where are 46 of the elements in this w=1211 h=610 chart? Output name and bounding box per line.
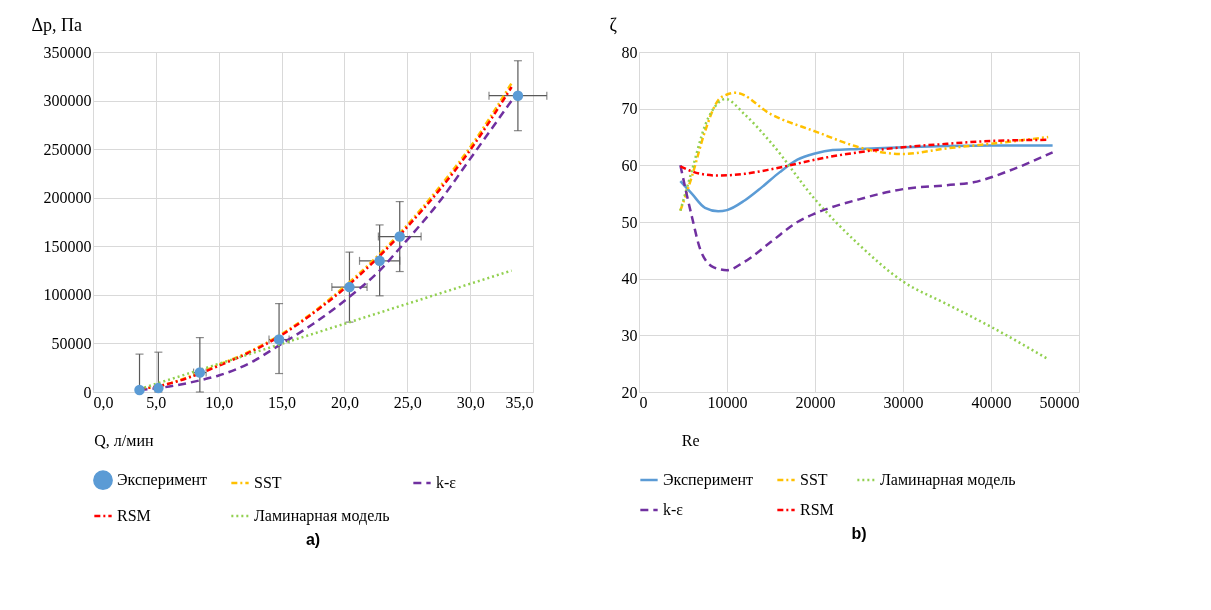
- text: b): [851, 525, 867, 542]
- line-series: [679, 91, 1050, 212]
- legend-label: SST: [800, 471, 828, 488]
- legend-label: SST: [254, 474, 282, 491]
- y-tick-label: 150000: [43, 237, 92, 255]
- y-axis-title: Δp, Па: [31, 14, 83, 35]
- x-axis-title: Re: [681, 431, 700, 449]
- y-tick-label: 350000: [43, 43, 92, 61]
- legend-label: Эксперимент: [117, 471, 208, 490]
- y-tick-label: 70: [621, 100, 638, 118]
- legend-label: Ламинарная модель: [880, 471, 1016, 489]
- line-series: [679, 97, 1050, 361]
- legend-label: k-ε: [436, 474, 457, 491]
- line-series: [679, 151, 1054, 272]
- x-tick-label: 0,0: [93, 393, 114, 411]
- y-tick-label: 20: [621, 383, 638, 401]
- legend-label: k-ε: [663, 501, 684, 518]
- legend-label: Эксперимент: [663, 471, 754, 489]
- x-tick-label: 10000: [707, 393, 748, 411]
- y-tick-label: 80: [621, 43, 638, 61]
- y-tick-label: 50: [621, 213, 638, 231]
- x-axis-title: Q, л/мин: [94, 431, 154, 449]
- y-tick-label: 60: [621, 156, 638, 174]
- text: a): [305, 531, 321, 548]
- x-tick-label: 50000: [1039, 393, 1080, 411]
- x-tick-label: 10,0: [205, 393, 234, 411]
- y-axis-title: ζ: [609, 14, 618, 35]
- x-tick-label: 20000: [795, 393, 836, 411]
- y-tick-label: 200000: [43, 189, 92, 207]
- x-tick-label: 30000: [883, 393, 924, 411]
- legend-label: Ламинарная модель: [254, 507, 390, 525]
- y-tick-label: 100000: [43, 286, 92, 304]
- y-tick-label: 30: [621, 326, 638, 344]
- x-tick-label: 30,0: [456, 393, 485, 411]
- x-tick-label: 40000: [971, 393, 1012, 411]
- x-tick-label: 15,0: [268, 393, 297, 411]
- x-tick-label: 35,0: [505, 393, 534, 411]
- x-tick-label: 5,0: [146, 393, 167, 411]
- legend-label: RSM: [117, 507, 151, 524]
- x-tick-label: 25,0: [393, 393, 422, 411]
- x-tick-label: 20,0: [330, 393, 359, 411]
- y-tick-label: 50000: [51, 334, 92, 352]
- y-tick-label: 40: [621, 270, 638, 288]
- y-tick-label: 300000: [43, 92, 92, 110]
- legend-label: RSM: [800, 501, 834, 518]
- y-tick-label: 250000: [43, 140, 92, 158]
